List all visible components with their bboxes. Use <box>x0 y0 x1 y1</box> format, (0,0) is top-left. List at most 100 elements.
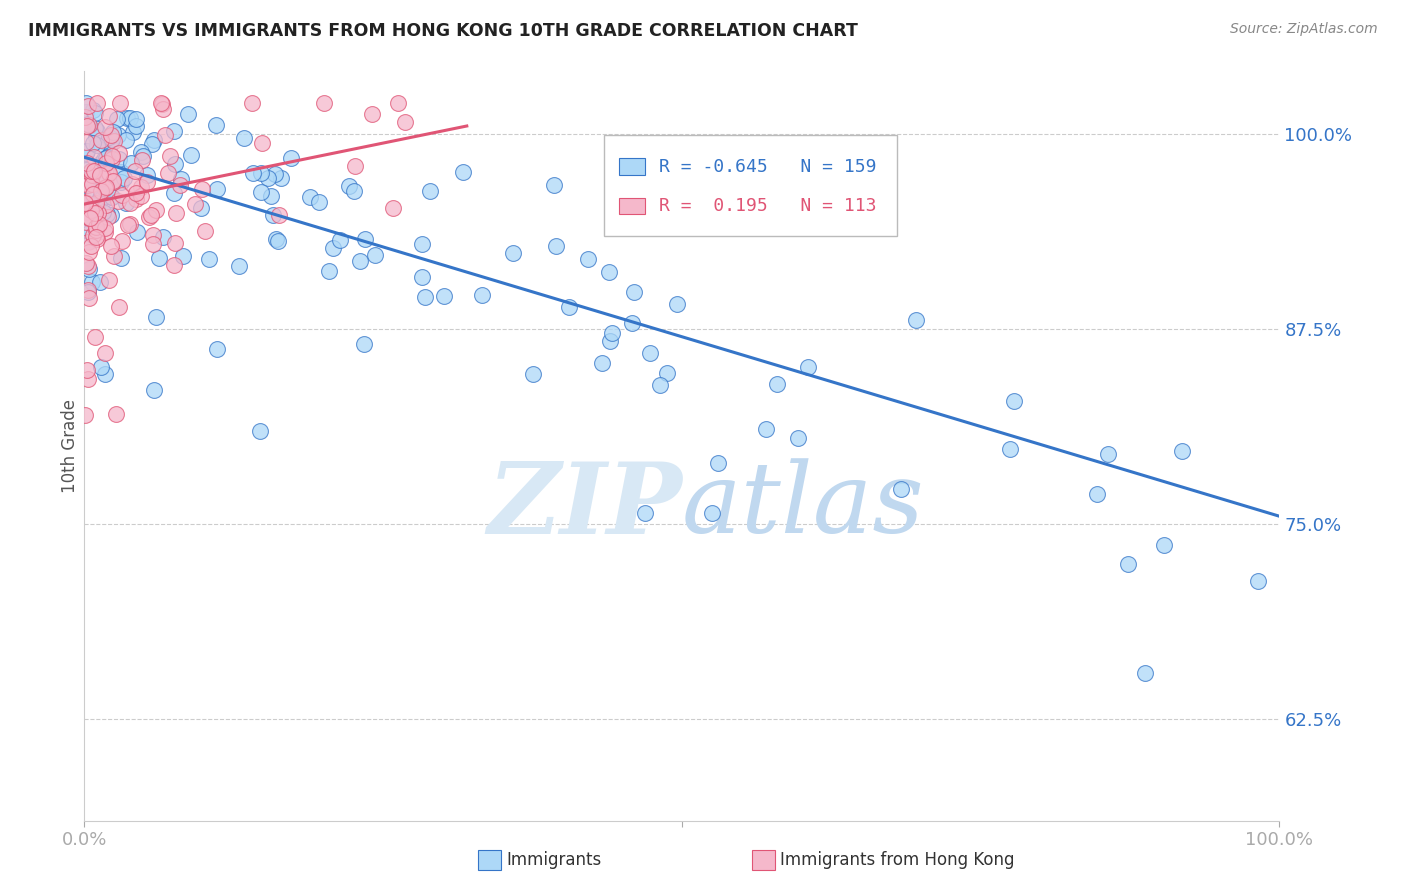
Point <box>180 148 202 162</box>
Point <box>280 151 302 165</box>
Point <box>96 180 118 194</box>
Point <box>91 191 114 205</box>
Point <box>349 253 371 268</box>
Point <box>502 246 524 260</box>
Point <box>84 168 107 182</box>
Point <box>110 251 132 265</box>
Point <box>75 95 97 110</box>
Point <box>145 202 167 217</box>
Point <box>129 188 152 202</box>
Point <box>75 146 97 161</box>
Point <box>100 189 122 203</box>
Point <box>93 171 115 186</box>
Point <box>648 377 671 392</box>
Point <box>75 110 97 124</box>
Text: atlas: atlas <box>682 458 925 554</box>
Point <box>107 128 129 142</box>
Point <box>82 168 104 182</box>
Point <box>94 346 117 360</box>
Point <box>76 155 98 169</box>
Point <box>101 174 124 188</box>
Point <box>90 171 112 186</box>
Point <box>89 275 111 289</box>
Point <box>94 225 117 239</box>
Point <box>250 166 273 180</box>
Point <box>76 283 98 297</box>
Point <box>394 115 416 129</box>
Point <box>546 239 568 253</box>
Point <box>96 207 118 221</box>
Point <box>242 95 264 110</box>
Point <box>267 208 290 222</box>
Point <box>343 159 366 173</box>
Point <box>96 153 118 167</box>
Point <box>120 196 142 211</box>
Point <box>198 252 221 266</box>
Point <box>77 372 100 386</box>
Point <box>576 252 599 266</box>
Point <box>80 239 103 253</box>
Point <box>353 232 375 246</box>
Point <box>150 95 173 110</box>
Point <box>98 138 121 153</box>
Point <box>93 221 115 235</box>
Point <box>103 249 125 263</box>
Point <box>77 291 100 305</box>
Point <box>890 483 912 497</box>
Point <box>142 228 165 243</box>
Point <box>205 182 228 196</box>
Point <box>165 206 187 220</box>
Point <box>94 152 117 166</box>
Point <box>108 300 131 314</box>
Point <box>159 149 181 163</box>
Point <box>104 408 127 422</box>
Text: Immigrants: Immigrants <box>506 851 602 869</box>
Point <box>353 337 375 351</box>
Point <box>163 186 186 200</box>
Point <box>105 112 128 126</box>
Point <box>80 178 103 192</box>
Point <box>591 356 613 370</box>
Point <box>411 237 433 252</box>
Point <box>75 223 97 237</box>
Point <box>905 313 928 327</box>
Point <box>110 165 132 179</box>
Point <box>76 363 98 377</box>
Point <box>797 360 820 375</box>
Point <box>97 273 120 287</box>
Point <box>79 211 101 226</box>
Point <box>76 119 98 133</box>
Point <box>252 136 274 151</box>
Point <box>125 112 148 126</box>
Point <box>80 213 103 227</box>
Point <box>655 367 678 381</box>
Point <box>413 289 436 303</box>
Point <box>103 134 125 148</box>
Point <box>163 124 186 138</box>
Point <box>83 330 105 344</box>
Point <box>77 245 100 260</box>
Point <box>387 95 409 110</box>
Point <box>82 198 104 212</box>
Point <box>82 275 104 289</box>
Point <box>183 197 205 211</box>
Point <box>205 342 228 356</box>
Point <box>86 124 108 138</box>
Point <box>73 205 96 219</box>
Point <box>110 175 132 189</box>
Point <box>143 132 166 146</box>
Point <box>318 264 340 278</box>
Point <box>100 149 122 163</box>
Point <box>250 185 273 199</box>
Point <box>150 97 173 112</box>
Point <box>170 171 193 186</box>
Point <box>267 235 290 249</box>
Point <box>172 249 194 263</box>
Point <box>786 431 808 445</box>
Text: IMMIGRANTS VS IMMIGRANTS FROM HONG KONG 10TH GRADE CORRELATION CHART: IMMIGRANTS VS IMMIGRANTS FROM HONG KONG … <box>28 22 858 40</box>
Point <box>73 194 96 209</box>
Point <box>308 195 330 210</box>
Point <box>343 184 366 198</box>
Point <box>165 156 187 170</box>
Point <box>89 191 111 205</box>
